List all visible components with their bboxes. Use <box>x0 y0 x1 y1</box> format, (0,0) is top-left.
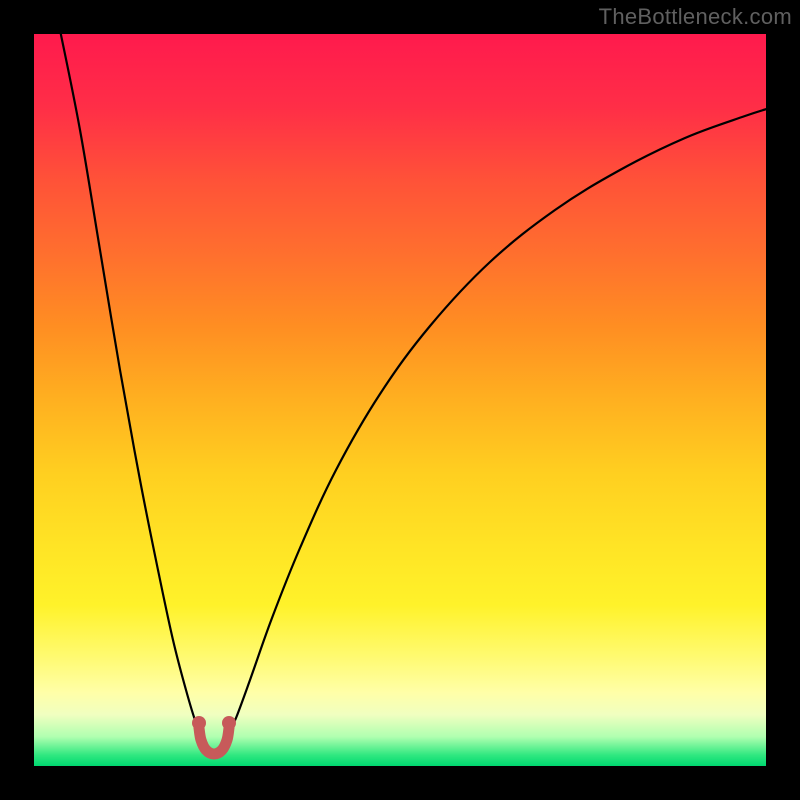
attribution-label: TheBottleneck.com <box>599 4 792 30</box>
chart-container: TheBottleneck.com <box>0 0 800 800</box>
plot-area <box>34 34 766 766</box>
chart-svg <box>0 0 800 800</box>
valley-dot-left <box>192 716 206 730</box>
valley-dot-right <box>222 716 236 730</box>
